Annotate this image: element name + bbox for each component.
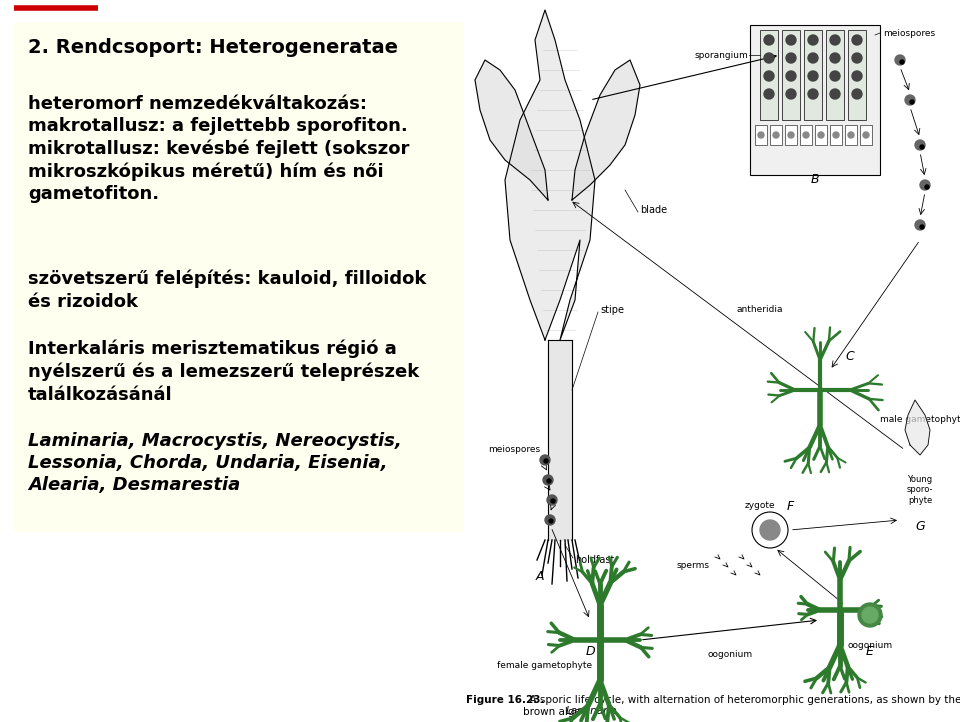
- Text: Laminaria.: Laminaria.: [565, 706, 620, 716]
- Circle shape: [808, 53, 818, 63]
- Bar: [848, 30, 866, 120]
- Text: holdfast: holdfast: [575, 555, 614, 565]
- Circle shape: [858, 603, 882, 627]
- Circle shape: [852, 89, 862, 99]
- Circle shape: [786, 35, 796, 45]
- Text: Figure 16.23.: Figure 16.23.: [466, 695, 544, 705]
- Text: antheridia: antheridia: [736, 305, 783, 315]
- Text: A: A: [536, 570, 544, 583]
- Text: heteromorf nemzedékváltakozás:
makrotallusz: a fejlettebb sporofiton.
mikrotallu: heteromorf nemzedékváltakozás: makrotall…: [28, 95, 409, 203]
- Circle shape: [808, 89, 818, 99]
- Circle shape: [818, 132, 824, 138]
- Text: D: D: [586, 645, 595, 658]
- Circle shape: [895, 55, 905, 65]
- Text: stipe: stipe: [600, 305, 624, 315]
- Bar: [782, 30, 800, 120]
- Text: A sporic life cycle, with alternation of heteromorphic generations, as shown by : A sporic life cycle, with alternation of…: [522, 695, 960, 717]
- Circle shape: [915, 140, 925, 150]
- FancyBboxPatch shape: [14, 22, 464, 532]
- Text: blade: blade: [640, 205, 667, 215]
- Circle shape: [925, 185, 929, 189]
- Circle shape: [833, 132, 839, 138]
- Circle shape: [852, 53, 862, 63]
- Circle shape: [830, 89, 840, 99]
- Bar: [770, 125, 782, 145]
- Circle shape: [760, 520, 780, 540]
- Text: female gametophyte: female gametophyte: [497, 661, 592, 669]
- Circle shape: [862, 607, 878, 623]
- Circle shape: [786, 89, 796, 99]
- Circle shape: [545, 515, 555, 525]
- Circle shape: [549, 519, 553, 523]
- Circle shape: [547, 479, 551, 483]
- Circle shape: [848, 132, 854, 138]
- Circle shape: [773, 132, 779, 138]
- Text: sporangium: sporangium: [694, 51, 748, 59]
- Circle shape: [764, 53, 774, 63]
- Bar: [750, 25, 880, 175]
- Circle shape: [551, 499, 555, 503]
- Text: C: C: [846, 350, 854, 363]
- Circle shape: [543, 475, 553, 485]
- Text: Laminaria, Macrocystis, Nereocystis,
Lessonia, Chorda, Undaria, Eisenia,
Alearia: Laminaria, Macrocystis, Nereocystis, Les…: [28, 432, 401, 495]
- Text: sperms: sperms: [677, 560, 710, 570]
- Circle shape: [852, 71, 862, 81]
- Text: meiospores: meiospores: [883, 28, 935, 38]
- Circle shape: [540, 455, 550, 465]
- Bar: [800, 125, 812, 145]
- Bar: [845, 125, 857, 145]
- Circle shape: [808, 35, 818, 45]
- Text: meiospores: meiospores: [488, 445, 540, 455]
- Circle shape: [808, 71, 818, 81]
- Circle shape: [544, 459, 548, 463]
- Text: oogonium: oogonium: [848, 640, 893, 650]
- Text: B: B: [810, 173, 819, 186]
- Text: G: G: [915, 520, 924, 533]
- Bar: [830, 125, 842, 145]
- Polygon shape: [572, 60, 640, 200]
- Circle shape: [920, 225, 924, 229]
- Circle shape: [905, 95, 915, 105]
- Circle shape: [900, 60, 904, 64]
- Circle shape: [830, 71, 840, 81]
- Polygon shape: [505, 10, 595, 340]
- Text: zygote: zygote: [745, 500, 776, 510]
- Circle shape: [803, 132, 809, 138]
- Circle shape: [786, 53, 796, 63]
- Circle shape: [863, 132, 869, 138]
- Text: male gametophyte: male gametophyte: [880, 415, 960, 425]
- Text: oogonium: oogonium: [708, 650, 753, 659]
- Circle shape: [920, 145, 924, 149]
- Circle shape: [764, 35, 774, 45]
- Circle shape: [752, 512, 788, 548]
- Polygon shape: [475, 60, 548, 200]
- Bar: [755, 125, 767, 145]
- Bar: [760, 30, 778, 120]
- Text: szövetszerű felépítés: kauloid, filloidok
és rizoidok: szövetszerű felépítés: kauloid, filloido…: [28, 270, 426, 310]
- Circle shape: [788, 132, 794, 138]
- Text: Interkaláris merisztematikus régió a
nyélszerű és a lemezszerű teleprészek
talál: Interkaláris merisztematikus régió a nyé…: [28, 340, 420, 404]
- Circle shape: [830, 35, 840, 45]
- Text: Young
sporo-
phyte: Young sporo- phyte: [907, 475, 933, 505]
- Bar: [815, 125, 827, 145]
- Circle shape: [547, 495, 557, 505]
- Bar: [860, 125, 872, 145]
- Text: F: F: [786, 500, 794, 513]
- Circle shape: [920, 180, 930, 190]
- Circle shape: [852, 35, 862, 45]
- Bar: [785, 125, 797, 145]
- Circle shape: [764, 89, 774, 99]
- Circle shape: [786, 71, 796, 81]
- Polygon shape: [905, 400, 930, 455]
- Circle shape: [830, 53, 840, 63]
- Circle shape: [764, 71, 774, 81]
- Text: 2. Rendcsoport: Heterogeneratae: 2. Rendcsoport: Heterogeneratae: [28, 38, 398, 57]
- Circle shape: [758, 132, 764, 138]
- Circle shape: [910, 100, 914, 104]
- Bar: [826, 30, 844, 120]
- Text: E: E: [866, 645, 874, 658]
- Bar: [804, 30, 822, 120]
- Circle shape: [915, 220, 925, 230]
